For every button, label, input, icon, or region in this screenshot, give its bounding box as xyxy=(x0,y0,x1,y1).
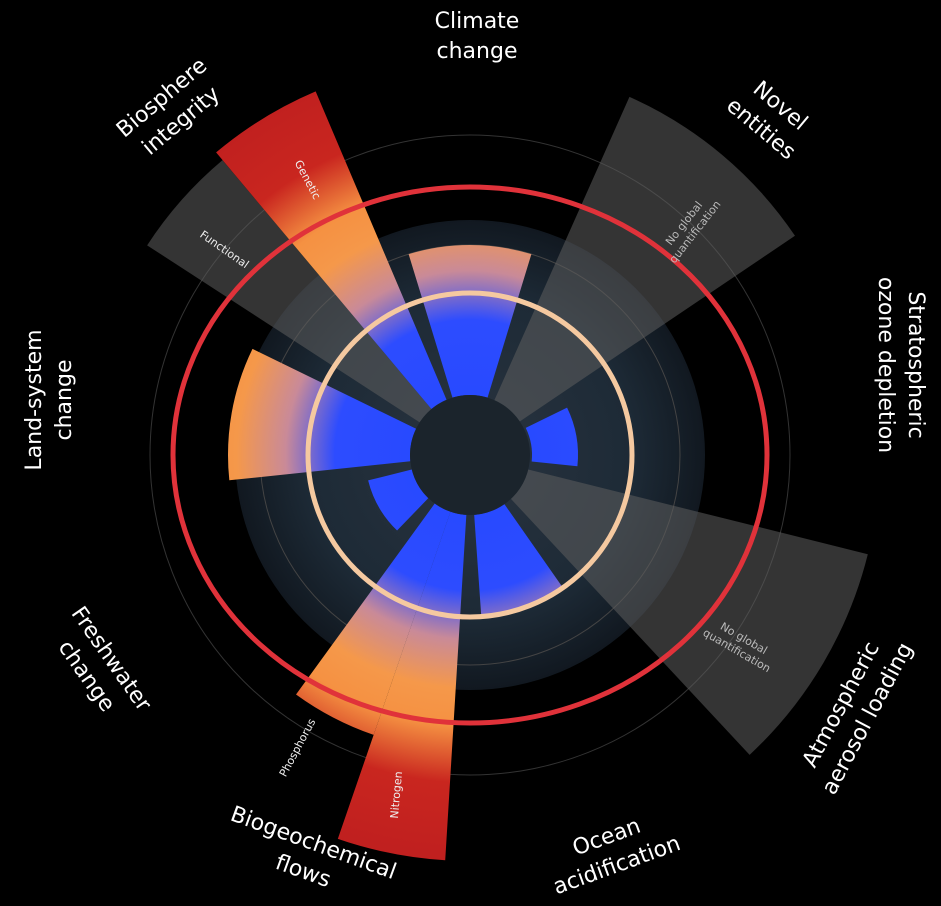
boundary-label-line: Climate xyxy=(435,9,520,34)
ring xyxy=(149,134,791,776)
wedge xyxy=(494,96,795,422)
boundary-label-line: change xyxy=(437,39,518,64)
wedge xyxy=(408,244,532,398)
wedge xyxy=(368,469,429,531)
boundary-label: Stratosphericozone depletion xyxy=(873,277,928,453)
boundary-circle xyxy=(170,184,770,726)
wedge xyxy=(337,511,467,861)
wedge xyxy=(474,504,563,617)
boundary-label-line: change xyxy=(52,360,77,441)
boundary-label-line: Stratospheric xyxy=(903,291,928,438)
wedge xyxy=(510,469,868,755)
boundary-label: Climate change xyxy=(435,9,520,64)
segment-label: Nitrogen xyxy=(388,771,405,819)
wedge xyxy=(525,407,579,467)
center xyxy=(410,395,530,515)
boundary-label-line: Land-system xyxy=(22,329,47,470)
wedge xyxy=(228,348,417,481)
boundary-label: Land-system change xyxy=(22,329,77,470)
safe-circle xyxy=(305,290,635,620)
boundary-label-line: ozone depletion xyxy=(873,277,898,453)
wedge xyxy=(216,91,447,410)
wedges xyxy=(147,91,868,861)
wedge xyxy=(147,160,432,423)
wedge xyxy=(296,503,451,735)
